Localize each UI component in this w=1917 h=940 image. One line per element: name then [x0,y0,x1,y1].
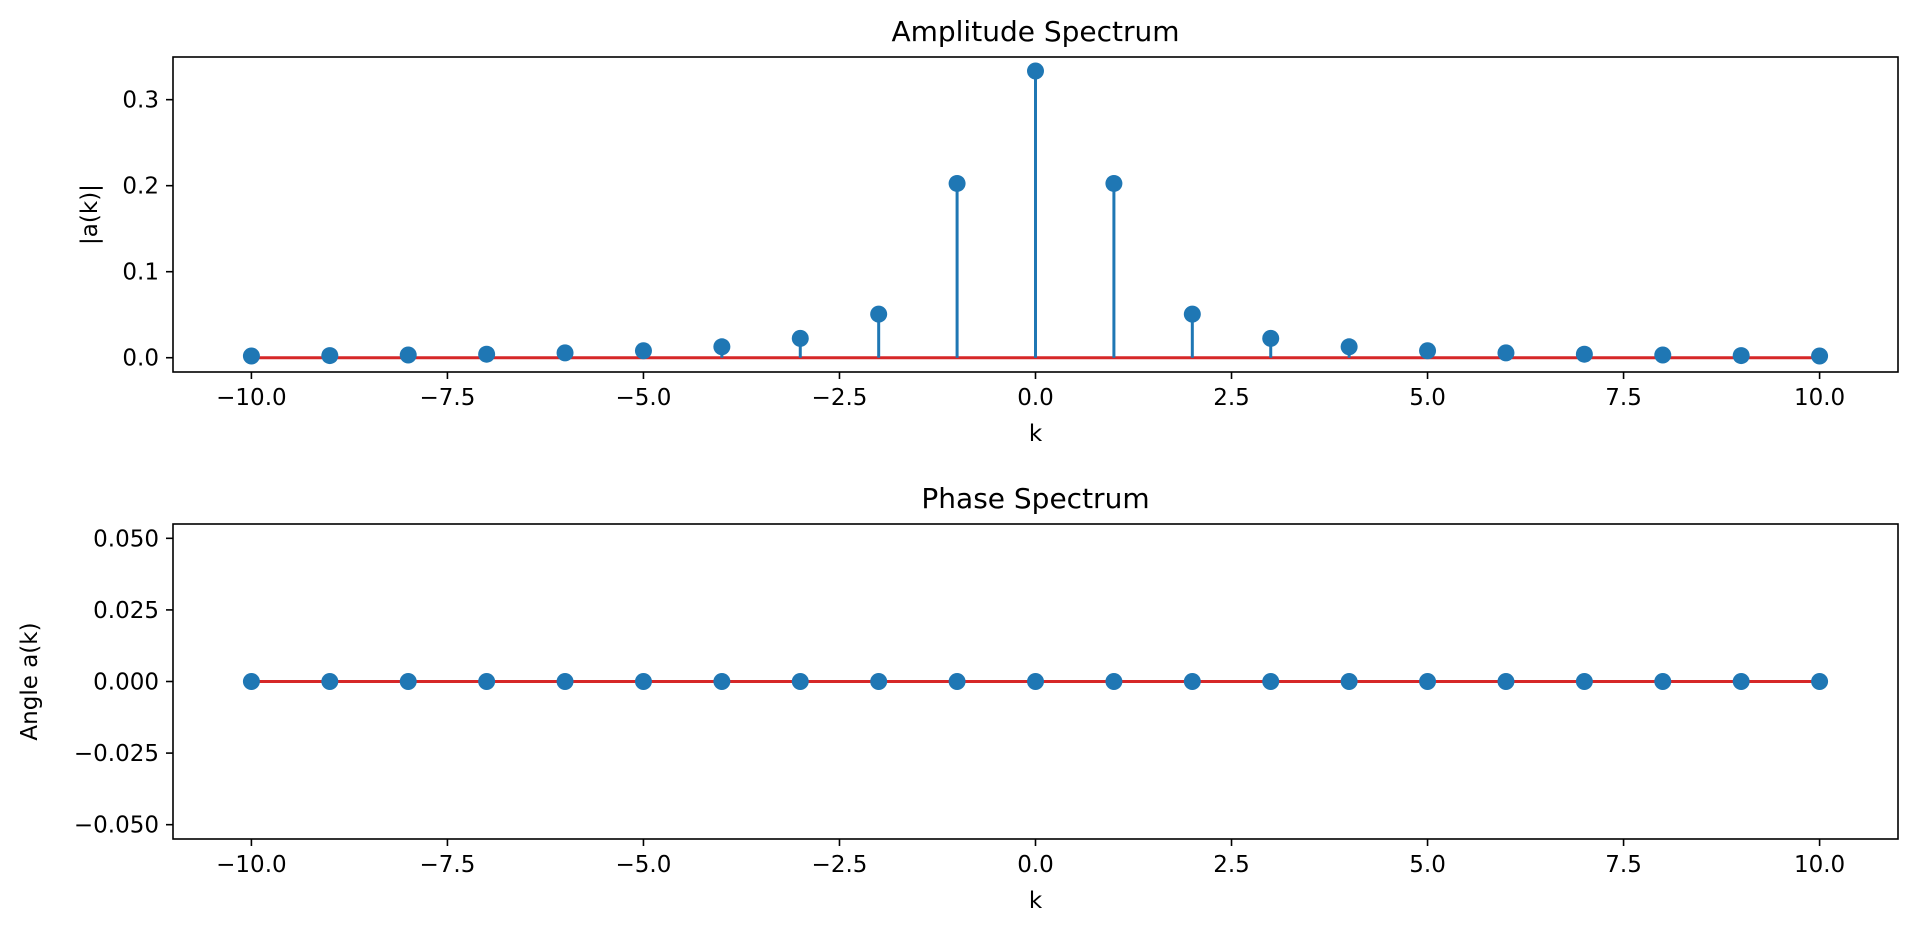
x-tick-label: −2.5 [812,852,868,878]
y-tick-label: −0.050 [74,813,159,839]
x-tick-label: −5.0 [616,852,672,878]
stem-marker [948,673,966,690]
x-tick-label: 7.5 [1605,852,1642,878]
stem-marker [1497,673,1515,690]
stem-marker [1732,673,1750,690]
stem-marker [791,673,809,690]
stem-marker [399,346,417,364]
stem-marker [713,338,731,356]
y-tick-label: 0.025 [93,598,159,624]
stem-marker [1732,347,1750,365]
stem-marker [1105,174,1123,192]
y-tick-label: 0.000 [93,670,159,696]
x-tick-label: −2.5 [812,385,868,411]
stem-marker [870,673,888,690]
stem-marker [1654,346,1672,364]
stem-marker [1340,673,1358,690]
x-tick-label: 5.0 [1409,852,1446,878]
stem-marker [1575,673,1593,690]
stem-marker [242,347,260,365]
stem-marker [1811,347,1829,365]
subplot-phase: −10.0 −7.5 −5.0 −2.5 0.0 2.5 5.0 7.5 10.0 0.050 0.… [17,482,1899,914]
y-tick-label: 0.0 [122,346,159,372]
y-tick-label: 0.1 [122,260,159,286]
stem-marker [870,305,888,323]
stem-marker [1027,62,1044,80]
chart-title: Amplitude Spectrum [891,15,1179,48]
y-tick-label: 0.050 [93,526,159,552]
stem-marker [1419,342,1437,360]
chart-title: Phase Spectrum [921,482,1149,515]
x-tick-label: −7.5 [420,385,476,411]
x-tick-label: 0.0 [1017,852,1054,878]
x-tick-label: 0.0 [1017,385,1054,411]
stem-marker [1262,329,1280,347]
stem-marker [1811,673,1829,690]
stem-marker [242,673,260,690]
stem-marker [399,673,417,690]
x-tick-label: 10.0 [1794,385,1845,411]
stem-marker [791,329,809,347]
y-tick-label: −0.025 [74,741,159,767]
x-tick-label: 2.5 [1213,385,1250,411]
stem-marker [1654,673,1672,690]
x-tick-label: −10.0 [216,385,286,411]
stem-marker [1262,673,1280,690]
y-axis-label: Angle a(k) [17,622,43,740]
stem-marker [1183,673,1201,690]
x-tick-label: −5.0 [616,385,672,411]
y-tick-label: 0.3 [122,88,159,114]
stem-marker [478,345,496,363]
subplot-amplitude: −10.0 −7.5 −5.0 −2.5 0.0 2.5 5.0 7.5 10.0 0.0 0.1 0… [77,15,1899,447]
stem-marker [1183,305,1201,323]
stem-marker [1340,338,1358,356]
stem-marker [321,673,339,690]
stem-marker [1575,345,1593,363]
stem-marker [713,673,731,690]
stem-marker [556,673,574,690]
x-axis-label: k [1029,421,1043,447]
y-axis-label: |a(k)| [77,184,103,245]
stem-marker [634,342,652,360]
stem-marker [478,673,496,690]
stem-marker [321,347,339,365]
stem-marker [948,174,966,192]
x-tick-label: 10.0 [1794,852,1845,878]
x-tick-label: −7.5 [420,852,476,878]
x-axis-label: k [1029,888,1043,914]
stem-marker [556,344,574,362]
x-tick-label: 5.0 [1409,385,1446,411]
x-tick-label: −10.0 [216,852,286,878]
stem-marker [634,673,652,690]
stem-marker [1105,673,1123,690]
stem-marker [1027,673,1044,690]
x-tick-label: 2.5 [1213,852,1250,878]
stem-marker [1419,673,1437,690]
stem-marker [1497,344,1515,362]
y-tick-label: 0.2 [122,174,159,200]
x-tick-label: 7.5 [1605,385,1642,411]
